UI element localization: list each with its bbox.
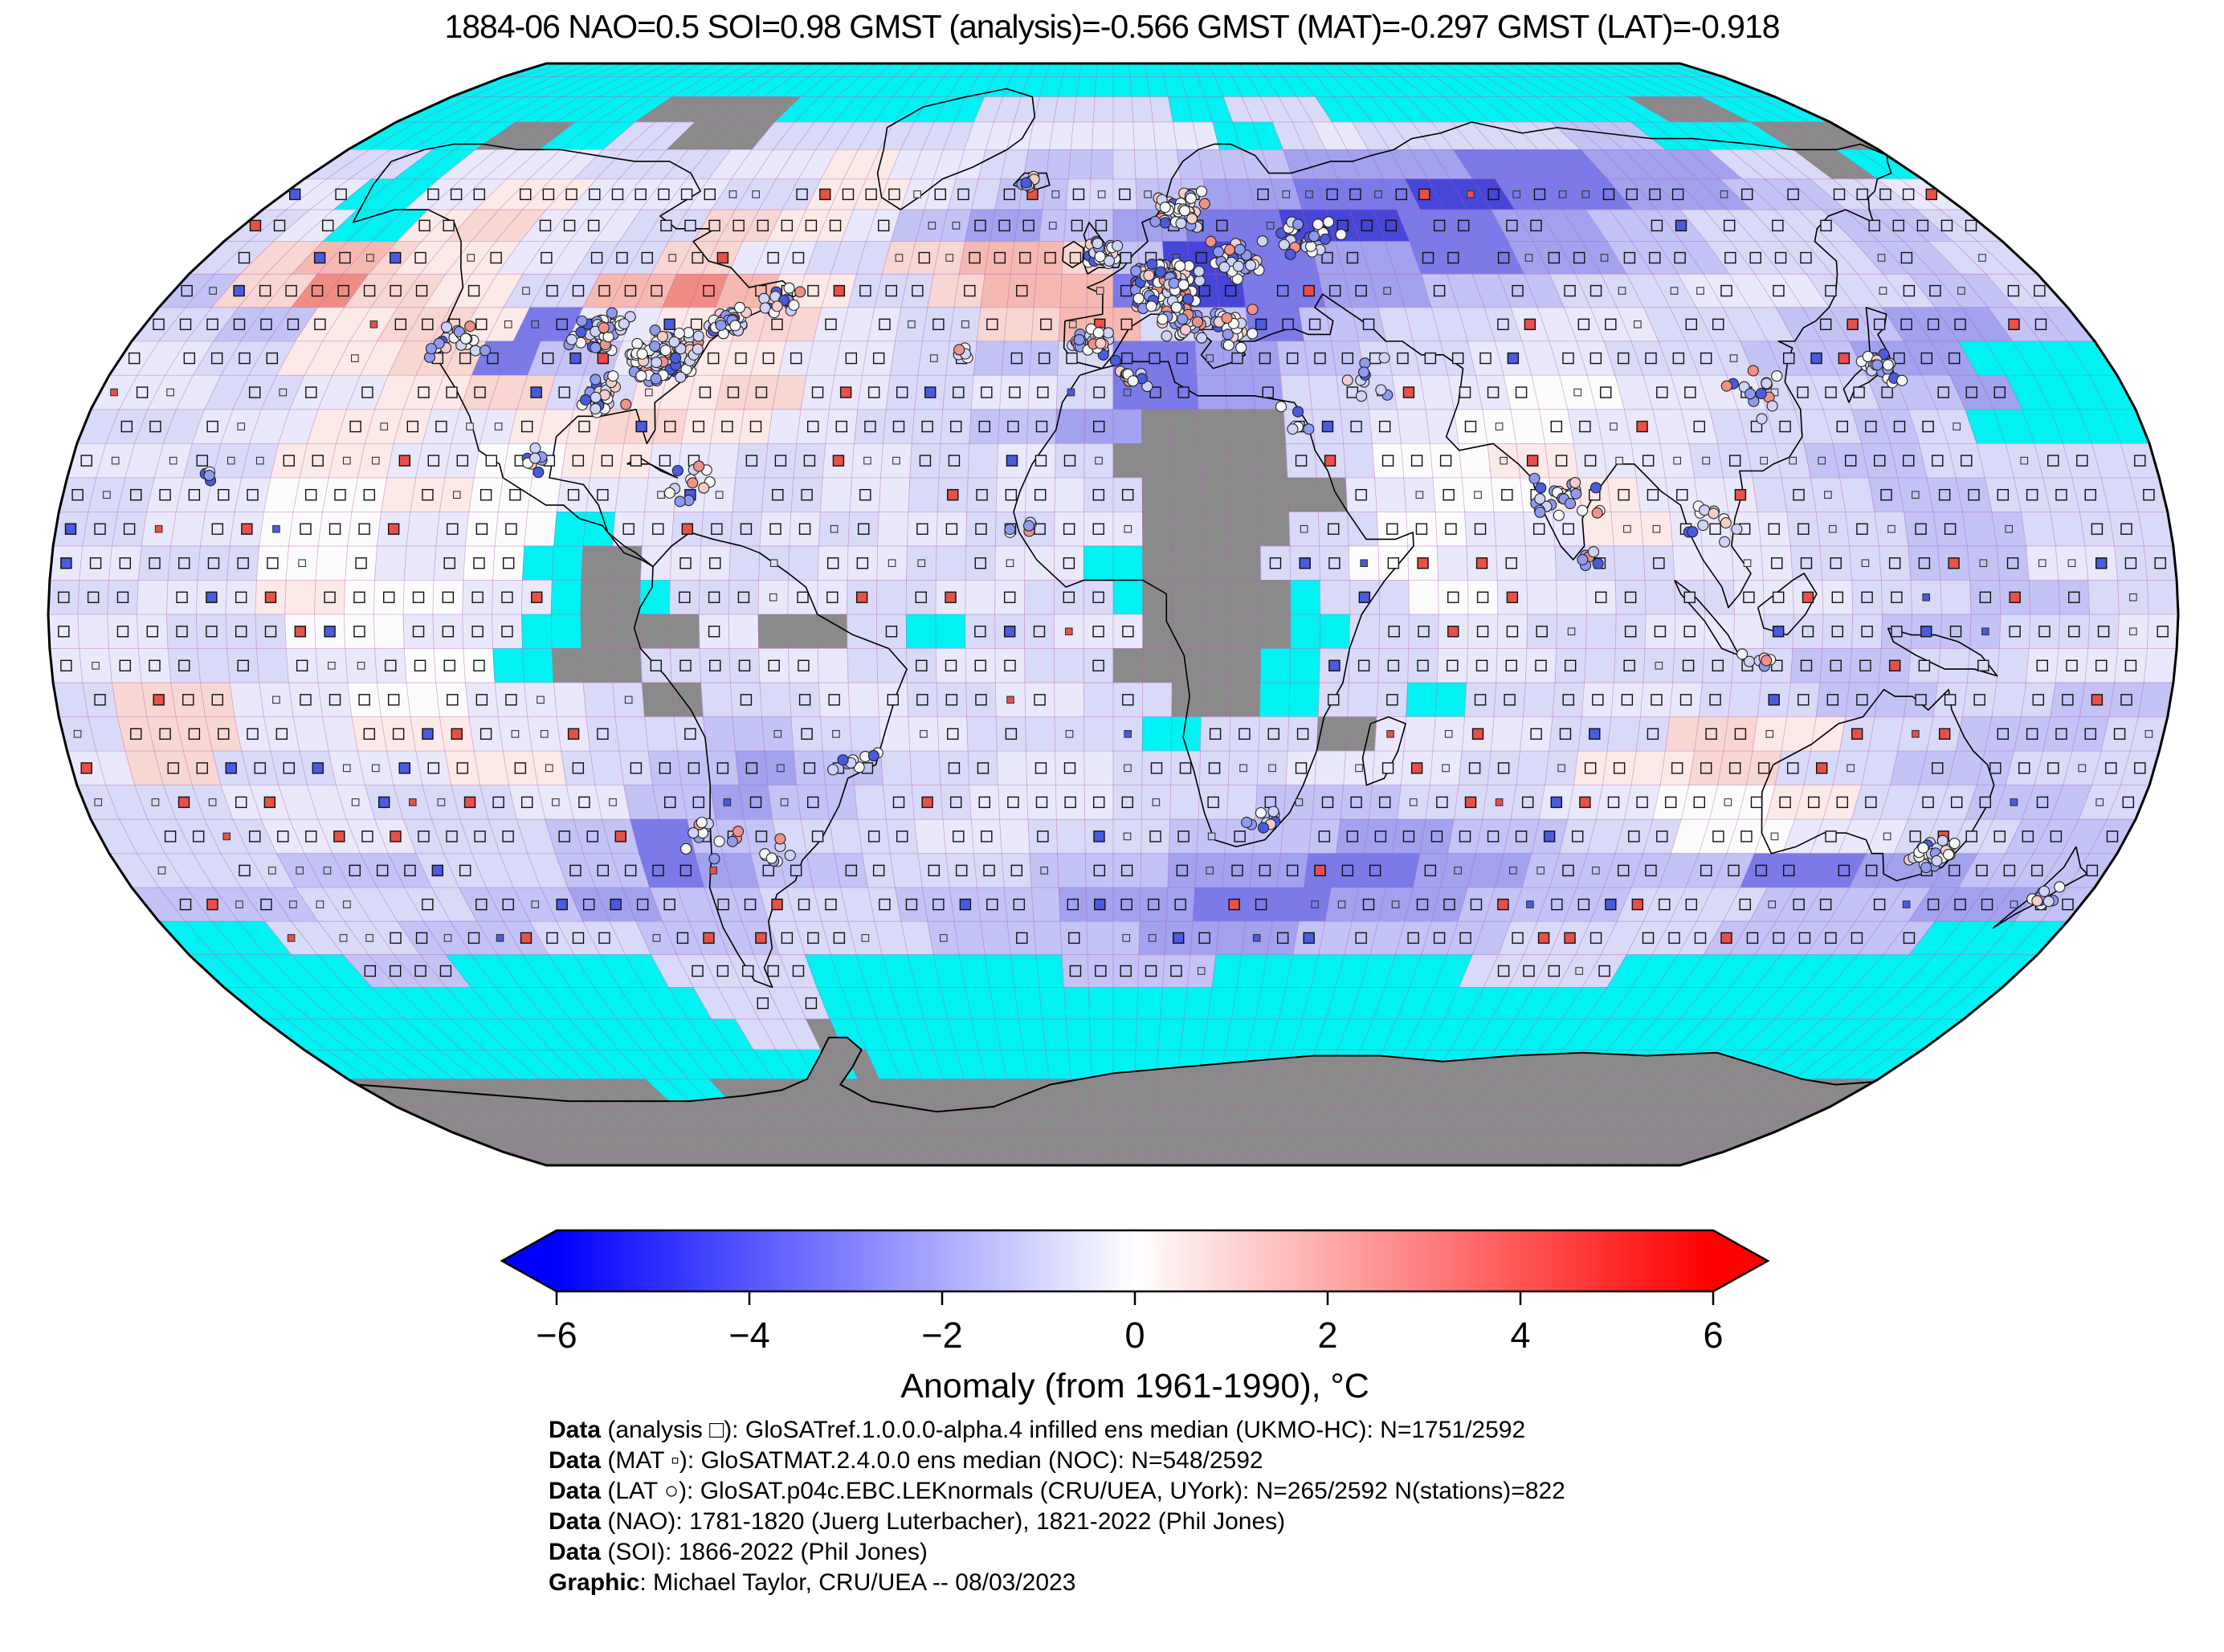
colorbar-tick-label: 0	[1124, 1315, 1145, 1356]
coastline-borneo	[1757, 573, 1818, 636]
annotation-text: (SOI): 1866-2022 (Phil Jones)	[601, 1539, 928, 1565]
annotation-text: (LAT ○): GloSAT.p04c.EBC.LEKnormals (CRU…	[601, 1478, 1565, 1504]
colorbar-axis-label: Anomaly (from 1961-1990), °C	[900, 1367, 1369, 1405]
colorbar-tick-label: −4	[728, 1315, 769, 1356]
figure-title: 1884-06 NAO=0.5 SOI=0.98 GMST (analysis)…	[444, 8, 1780, 45]
colorbar-tick-label: −6	[536, 1315, 577, 1356]
colorbar-tick-label: 4	[1510, 1315, 1530, 1356]
annotation-label: Data	[549, 1478, 602, 1504]
annotation-line: Data (analysis □): GloSATref.1.0.0.0-alp…	[549, 1415, 1565, 1446]
annotation-label: Graphic	[549, 1569, 640, 1596]
colorbar-left-arrow	[502, 1230, 557, 1291]
annotation-label: Data	[549, 1508, 602, 1535]
station-markers	[199, 170, 2066, 911]
colorbar-tick-label: −2	[921, 1315, 962, 1356]
annotation-text: : Michael Taylor, CRU/UEA -- 08/03/2023	[639, 1569, 1076, 1596]
coastline-greenland	[876, 88, 1036, 210]
colorbar-right-arrow	[1713, 1230, 1768, 1291]
attribution-block: Data (analysis □): GloSATref.1.0.0.0-alp…	[549, 1415, 1565, 1598]
annotation-text: (NAO): 1781-1820 (Juerg Luterbacher), 18…	[601, 1508, 1286, 1535]
map-outline	[47, 62, 2180, 1167]
annotation-line: Graphic: Michael Taylor, CRU/UEA -- 08/0…	[549, 1568, 1565, 1598]
coastlines	[352, 88, 2088, 1113]
annotation-label: Data	[549, 1539, 602, 1565]
annotation-text: (MAT ▫): GloSATMAT.2.4.0.0 ens median (N…	[601, 1447, 1263, 1474]
antarctica	[357, 1037, 1874, 1165]
annotation-line: Data (MAT ▫): GloSATMAT.2.4.0.0 ens medi…	[549, 1446, 1565, 1476]
graticule	[48, 63, 2178, 1166]
annotation-text: (analysis □): GloSATref.1.0.0.0-alpha.4 …	[601, 1417, 1526, 1443]
coastline-africa	[1013, 361, 1414, 848]
coastline-new_zealand	[1992, 846, 2088, 929]
coastline-eurasia	[1063, 121, 1892, 609]
annotation-line: Data (SOI): 1866-2022 (Phil Jones)	[549, 1537, 1565, 1568]
colorbar-ticks	[555, 1291, 1715, 1305]
annotation-line: Data (LAT ○): GloSAT.p04c.EBC.LEKnormals…	[549, 1476, 1565, 1507]
annotation-label: Data	[549, 1447, 602, 1474]
analysis-markers	[58, 188, 2169, 1010]
coastline-ireland	[1062, 240, 1084, 268]
mat-markers	[73, 190, 2153, 975]
annotation-label: Data	[549, 1417, 602, 1443]
annotation-line: Data (NAO): 1781-1820 (Juerg Luterbacher…	[549, 1507, 1565, 1537]
coastline-south_america	[633, 532, 908, 989]
colorbar-gradient-bar	[557, 1230, 1713, 1291]
colorbar-tick-label: 2	[1317, 1315, 1337, 1356]
colorbar-tick-label: 6	[1703, 1315, 1723, 1356]
colorbar: −6 −4 −2 0 2 4 6 Anomaly (from 1961-1990…	[500, 1229, 1770, 1405]
